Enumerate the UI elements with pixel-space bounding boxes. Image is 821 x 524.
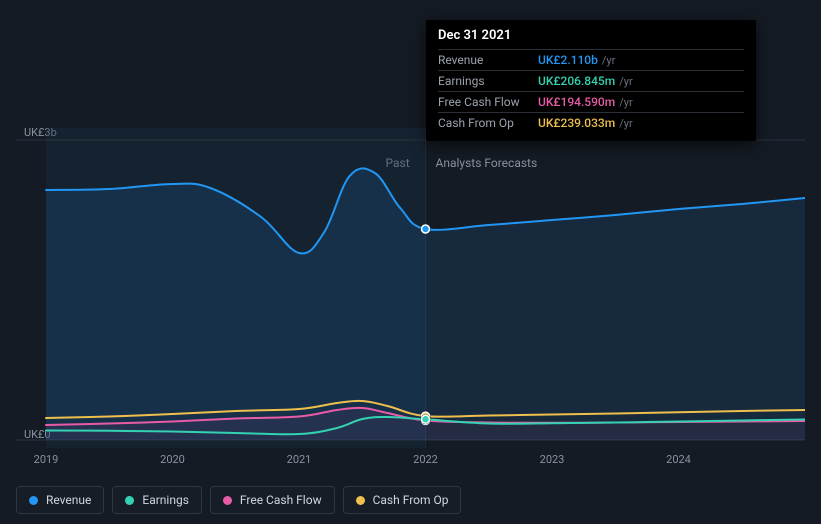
- chart-tooltip: Dec 31 2021 RevenueUK£2.110b/yrEarningsU…: [426, 20, 756, 141]
- legend-swatch-icon: [125, 496, 134, 505]
- tooltip-date: Dec 31 2021: [438, 28, 744, 49]
- x-tick: 2019: [34, 453, 59, 466]
- legend-label: Earnings: [142, 493, 189, 507]
- chart-plot-area[interactable]: [16, 128, 805, 448]
- legend-item-cash-from-op[interactable]: Cash From Op: [343, 486, 462, 514]
- tooltip-unit: /yr: [619, 75, 632, 88]
- legend-swatch-icon: [29, 496, 38, 505]
- legend-item-free-cash-flow[interactable]: Free Cash Flow: [210, 486, 335, 514]
- tooltip-metric-value: UK£239.033m: [538, 116, 615, 130]
- tooltip-metric-label: Earnings: [438, 74, 538, 88]
- x-axis: 201920202021202220232024: [46, 453, 805, 473]
- x-tick: 2021: [287, 453, 312, 466]
- tooltip-metric-value: UK£206.845m: [538, 74, 615, 88]
- tooltip-metric-value: UK£2.110b: [538, 53, 598, 67]
- x-tick: 2020: [160, 453, 185, 466]
- x-tick: 2022: [413, 453, 438, 466]
- tooltip-row: Free Cash FlowUK£194.590m/yr: [438, 91, 744, 112]
- chart-legend: Revenue Earnings Free Cash Flow Cash From O…: [16, 486, 461, 514]
- legend-swatch-icon: [356, 496, 365, 505]
- tooltip-row: RevenueUK£2.110b/yr: [438, 49, 744, 70]
- tooltip-unit: /yr: [619, 96, 632, 109]
- financials-chart: Dec 31 2021 RevenueUK£2.110b/yrEarningsU…: [16, 8, 805, 516]
- tooltip-row: EarningsUK£206.845m/yr: [438, 70, 744, 91]
- tooltip-metric-label: Revenue: [438, 53, 538, 67]
- legend-label: Free Cash Flow: [240, 493, 322, 507]
- tooltip-metric-label: Cash From Op: [438, 116, 538, 130]
- legend-label: Revenue: [46, 493, 91, 507]
- tooltip-metric-value: UK£194.590m: [538, 95, 615, 109]
- x-tick: 2023: [540, 453, 565, 466]
- legend-label: Cash From Op: [373, 493, 449, 507]
- legend-item-revenue[interactable]: Revenue: [16, 486, 104, 514]
- x-tick: 2024: [666, 453, 691, 466]
- tooltip-unit: /yr: [619, 117, 632, 130]
- legend-swatch-icon: [223, 496, 232, 505]
- tooltip-metric-label: Free Cash Flow: [438, 95, 538, 109]
- legend-item-earnings[interactable]: Earnings: [112, 486, 202, 514]
- tooltip-unit: /yr: [602, 54, 615, 67]
- tooltip-row: Cash From OpUK£239.033m/yr: [438, 112, 744, 133]
